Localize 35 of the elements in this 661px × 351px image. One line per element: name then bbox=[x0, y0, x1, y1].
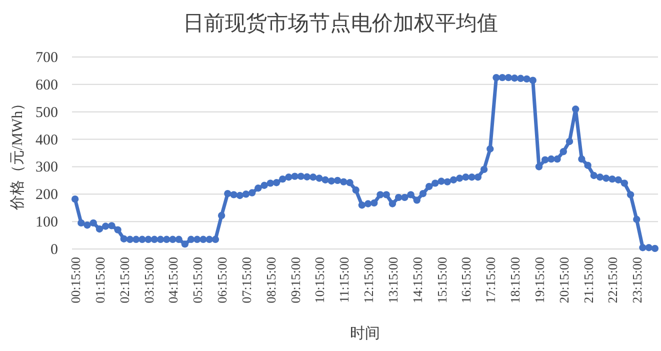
x-tick-label: 22:15:00 bbox=[605, 257, 620, 304]
x-tick-label: 15:15:00 bbox=[434, 257, 450, 304]
x-tick-label: 14:15:00 bbox=[410, 257, 425, 304]
x-tick-label: 20:15:00 bbox=[556, 257, 572, 304]
x-tick-label: 00:15:00 bbox=[68, 257, 84, 304]
y-tick-label: 0 bbox=[50, 242, 58, 258]
y-tick-label: 200 bbox=[36, 187, 58, 204]
y-tick-label: 300 bbox=[36, 160, 58, 176]
y-axis-title: 价格（元/MWh） bbox=[9, 96, 26, 212]
x-tick-label: 12:15:00 bbox=[361, 257, 376, 304]
x-tick-label: 04:15:00 bbox=[166, 257, 181, 304]
x-tick-label: 13:15:00 bbox=[385, 257, 400, 304]
y-tick-label: 600 bbox=[36, 77, 58, 94]
x-tick-label: 23:15:00 bbox=[630, 257, 645, 304]
x-tick-label: 02:15:00 bbox=[116, 257, 132, 304]
y-tick-label: 400 bbox=[36, 132, 58, 148]
x-tick-label: 21:15:00 bbox=[580, 257, 596, 304]
x-tick-label: 08:15:00 bbox=[263, 257, 278, 304]
x-tick-label: 03:15:00 bbox=[141, 257, 156, 304]
x-tick-label: 17:15:00 bbox=[483, 257, 498, 304]
x-tick-label: 11:15:00 bbox=[336, 257, 352, 303]
x-tick-label: 05:15:00 bbox=[190, 257, 206, 304]
x-tick-label: 10:15:00 bbox=[312, 257, 328, 304]
x-tick-label: 07:15:00 bbox=[238, 257, 254, 304]
x-axis-title: 时间 bbox=[350, 325, 380, 342]
x-tick-label: 01:15:00 bbox=[92, 257, 108, 304]
x-tick-label: 19:15:00 bbox=[532, 257, 547, 304]
x-tick-label: 16:15:00 bbox=[458, 257, 474, 304]
chart-title: 日前现货市场节点电价加权平均值 bbox=[183, 11, 498, 35]
x-tick-label: 09:15:00 bbox=[288, 257, 303, 304]
y-tick-label: 100 bbox=[36, 214, 58, 231]
y-tick-label: 700 bbox=[36, 50, 58, 66]
x-tick-label: 18:15:00 bbox=[508, 257, 523, 304]
y-tick-label: 500 bbox=[36, 104, 58, 121]
x-tick-label: 06:15:00 bbox=[214, 257, 230, 304]
